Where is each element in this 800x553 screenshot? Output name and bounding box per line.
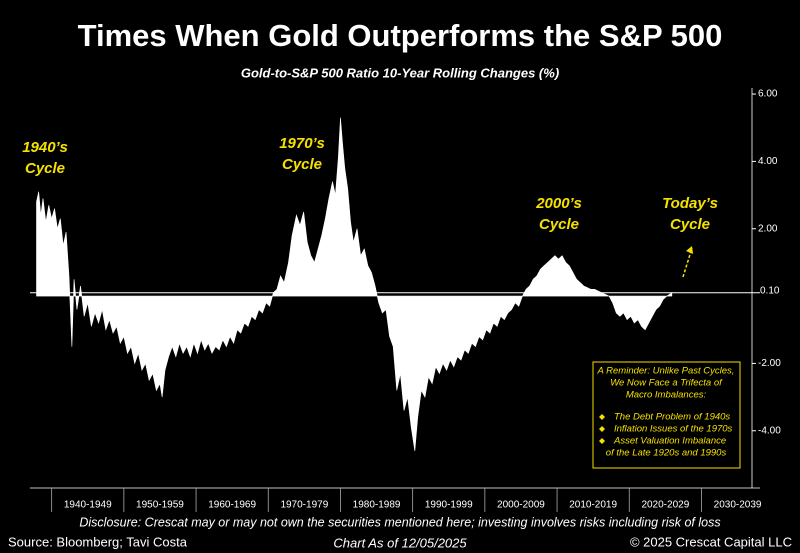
arrow-head xyxy=(686,246,693,254)
note-text: We Now Face a Trifecta of xyxy=(610,378,723,389)
x-tick-label: 1980-1989 xyxy=(353,500,401,511)
y-tick-label: 6.00 xyxy=(758,89,778,100)
note-text: The Debt Problem of 1940s xyxy=(614,412,730,423)
current-value-label: 0.10 xyxy=(760,285,780,296)
y-tick-label: -2.00 xyxy=(758,358,781,369)
x-tick-label: 2030-2039 xyxy=(714,500,762,511)
annotation: 2000’s xyxy=(535,195,582,212)
y-tick-label: 4.00 xyxy=(758,156,778,167)
bullet xyxy=(599,426,605,432)
copyright: © 2025 Crescat Capital LLC xyxy=(630,534,792,549)
date-note: Chart As of 12/05/2025 xyxy=(333,535,467,550)
area xyxy=(36,117,673,452)
y-tick-label: 2.00 xyxy=(758,223,778,234)
x-tick-label: 1940-1949 xyxy=(64,500,112,511)
note-text: of the Late 1920s and 1990s xyxy=(606,448,727,459)
bullet xyxy=(599,438,605,444)
x-tick-label: 2010-2019 xyxy=(569,500,617,511)
note-text: Macro Imbalances: xyxy=(626,390,707,401)
y-tick-label: -4.00 xyxy=(758,425,781,436)
x-tick-label: 2000-2009 xyxy=(497,500,545,511)
annotation: 1940’s xyxy=(22,139,68,156)
x-tick-label: 1990-1999 xyxy=(425,500,473,511)
annotation: Cycle xyxy=(282,156,322,173)
note-box xyxy=(592,361,741,469)
x-tick-label: 1970-1979 xyxy=(280,500,328,511)
annotation: Cycle xyxy=(670,216,710,233)
annotation: Today’s xyxy=(662,195,718,212)
x-tick-label: 1960-1969 xyxy=(208,500,256,511)
note-text: A Reminder: Unlike Past Cycles, xyxy=(597,366,735,377)
annotation: Cycle xyxy=(25,160,65,177)
chart-title: Times When Gold Outperforms the S&P 500 xyxy=(78,18,723,53)
note-text: Inflation Issues of the 1970s xyxy=(614,424,733,435)
bullet xyxy=(599,414,605,420)
source: Source: Bloomberg; Tavi Costa xyxy=(8,534,188,549)
note-text: Asset Valuation Imbalance xyxy=(613,436,726,447)
chart-subtitle: Gold-to-S&P 500 Ratio 10-Year Rolling Ch… xyxy=(241,65,559,80)
annotation: 1970’s xyxy=(279,135,325,152)
x-tick-label: 1950-1959 xyxy=(136,500,184,511)
x-tick-label: 2020-2029 xyxy=(641,500,689,511)
disclosure: Disclosure: Crescat may or may not own t… xyxy=(79,515,720,529)
annotation: Cycle xyxy=(539,216,579,233)
